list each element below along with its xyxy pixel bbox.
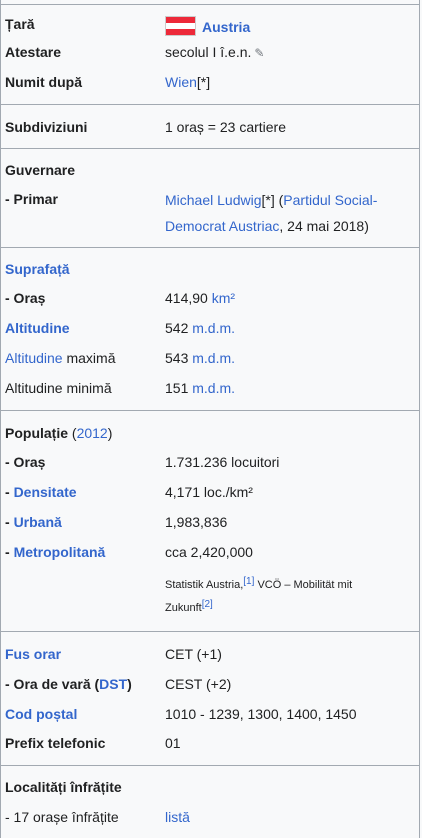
link-altitudine-max[interactable]: Altitudine — [5, 350, 63, 366]
label-orase-infratite: - 17 orașe înfrățite — [5, 809, 119, 825]
link-party-part2[interactable]: Democrat Austriac — [165, 218, 280, 234]
year-close: ) — [107, 425, 113, 441]
link-mdm[interactable]: m.d.m. — [192, 350, 236, 366]
altmax-num: 543 — [165, 350, 193, 366]
ref-ludwig[interactable]: [*] — [261, 192, 275, 208]
link-altitudine[interactable]: Altitudine — [5, 320, 70, 336]
value-oras-suprafata: 414,90 km² — [165, 290, 235, 306]
label-prefix-telefonic: Prefix telefonic — [5, 735, 106, 751]
label-populatie: Populație (2012) — [5, 425, 112, 441]
value-tara: Austria — [165, 16, 250, 36]
separator — [1, 148, 419, 149]
metro-prefix: - — [5, 544, 14, 560]
separator — [1, 765, 419, 766]
atestare-text: secolul I î.e.n. — [165, 44, 252, 60]
separator — [1, 631, 419, 632]
austria-flag-icon — [165, 16, 196, 36]
label-localitati: Localități înfrățite — [5, 779, 122, 795]
link-km2[interactable]: km² — [211, 290, 236, 306]
value-primar: Michael Ludwig[*] (Partidul Social- Demo… — [165, 187, 377, 239]
ref-wien[interactable]: [*] — [196, 74, 211, 90]
link-2012[interactable]: 2012 — [76, 425, 108, 441]
label-altitudine-maxima: Altitudine maximă — [5, 350, 116, 366]
label-atestare: Atestare — [5, 44, 62, 60]
primar-date: , 24 mai 2018) — [279, 218, 369, 234]
value-fus-orar: CET (+1) — [165, 646, 222, 662]
link-fus-orar[interactable]: Fus orar — [5, 646, 62, 662]
link-austria[interactable]: Austria — [202, 19, 251, 35]
link-party-part1[interactable]: Partidul Social- — [283, 192, 378, 208]
label-primar: - Primar — [5, 191, 58, 207]
label-metropolitana: - Metropolitană — [5, 544, 105, 560]
label-altitudine-minima: Altitudine minimă — [5, 380, 112, 396]
label-urbana: - Urbană — [5, 514, 62, 530]
vara-close: ) — [127, 676, 132, 692]
party-paren: ( — [274, 192, 284, 208]
label-oras: - Oraș — [5, 290, 46, 306]
link-wien[interactable]: Wien — [165, 74, 197, 90]
value-ora-de-vara: CEST (+2) — [165, 676, 232, 692]
value-altitudine-minima: 151 m.d.m. — [165, 380, 235, 396]
label-subdiviziuni: Subdiviziuni — [5, 119, 88, 135]
primar-line1: Michael Ludwig[*] (Partidul Social- — [165, 187, 377, 213]
link-metropolitana[interactable]: Metropolitană — [13, 544, 106, 560]
maxima-text: maximă — [62, 350, 116, 366]
value-altitudine-maxima: 543 m.d.m. — [165, 350, 235, 366]
link-densitate[interactable]: Densitate — [13, 484, 77, 500]
value-atestare: secolul I î.e.n. ✎ — [165, 44, 264, 60]
sources-note: Statistik Austria,[1] VCÖ – Mobilität mi… — [165, 572, 352, 618]
value-metropolitana: cca 2,420,000 — [165, 544, 253, 560]
primar-line2: Democrat Austriac, 24 mai 2018) — [165, 213, 377, 239]
ref-1[interactable]: [1] — [243, 576, 255, 587]
label-guvernare: Guvernare — [5, 162, 76, 178]
label-numit: Numit după — [5, 74, 82, 90]
sources-line1: Statistik Austria,[1] VCÖ – Mobilität mi… — [165, 572, 352, 595]
value-cod-postal: 1010 - 1239, 1300, 1400, 1450 — [165, 706, 357, 722]
value-densitate: 4,171 loc./km² — [165, 484, 253, 500]
value-subdiviziuni: 1 oraș = 23 cartiere — [165, 119, 287, 135]
link-lista[interactable]: listă — [165, 809, 190, 825]
separator — [1, 247, 419, 248]
separator — [1, 4, 419, 5]
link-michael-ludwig[interactable]: Michael Ludwig — [165, 192, 262, 208]
link-mdm[interactable]: m.d.m. — [192, 380, 236, 396]
separator — [1, 410, 419, 411]
link-urbana[interactable]: Urbană — [13, 514, 62, 530]
link-cod-postal[interactable]: Cod poștal — [5, 706, 78, 722]
altmin-num: 151 — [165, 380, 193, 396]
value-urbana: 1,983,836 — [165, 514, 228, 530]
link-suprafata[interactable]: Suprafață — [5, 261, 70, 277]
link-dst[interactable]: DST — [99, 676, 128, 692]
urbana-prefix: - — [5, 514, 14, 530]
vara-text: - Ora de vară ( — [5, 676, 100, 692]
populatie-text: Populație — [5, 425, 69, 441]
pencil-icon[interactable]: ✎ — [254, 46, 265, 60]
separator — [1, 104, 419, 105]
value-pop-oras: 1.731.236 locuitori — [165, 454, 280, 470]
value-numit: Wien[*] — [165, 74, 210, 90]
label-ora-de-vara: - Ora de vară (DST) — [5, 676, 132, 692]
label-pop-oras: - Oraș — [5, 454, 46, 470]
source-zukunft: Zukunft — [165, 602, 202, 614]
value-altitudine: 542 m.d.m. — [165, 320, 235, 336]
label-tara: Țară — [5, 16, 35, 32]
sources-line2: Zukunft[2] — [165, 595, 352, 618]
ref-2[interactable]: [2] — [201, 599, 213, 610]
link-mdm[interactable]: m.d.m. — [192, 320, 236, 336]
suprafata-num: 414,90 — [165, 290, 212, 306]
value-prefix-telefonic: 01 — [165, 735, 181, 751]
year-open: ( — [68, 425, 77, 441]
densitate-prefix: - — [5, 484, 14, 500]
label-densitate: - Densitate — [5, 484, 77, 500]
altitudine-num: 542 — [165, 320, 193, 336]
source-vco: VCÖ – Mobilität mit — [254, 579, 353, 591]
source-statistik: Statistik Austria, — [165, 579, 244, 591]
